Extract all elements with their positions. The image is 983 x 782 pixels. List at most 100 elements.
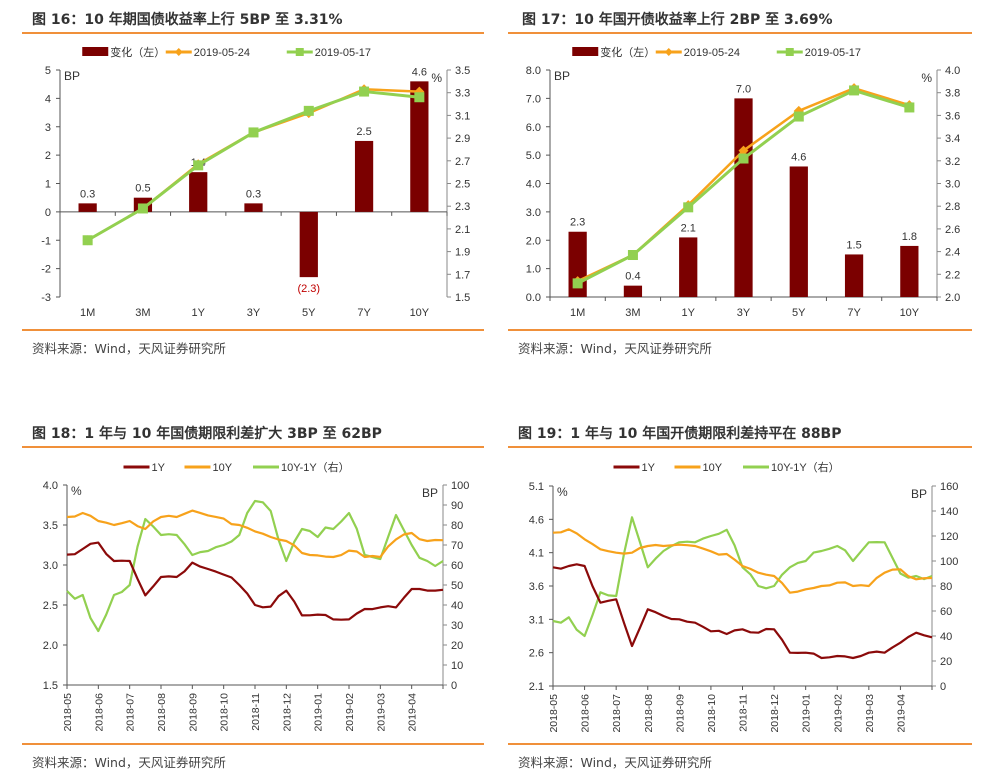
date-tick-label: 2018-09 bbox=[674, 694, 686, 733]
right-tick-label: 20 bbox=[940, 656, 952, 668]
right-tick-label: 4.0 bbox=[945, 65, 960, 77]
figure-18-panel: 图 18：1 年与 10 年国债期限利差扩大 3BP 至 62BP 1.5 2.0… bbox=[0, 420, 490, 780]
right-tick-label: 2.6 bbox=[945, 224, 960, 236]
title-divider bbox=[22, 446, 484, 448]
date-tick-label: 2018-12 bbox=[281, 693, 293, 732]
series-point bbox=[738, 145, 749, 156]
series-line-1Y bbox=[552, 563, 933, 660]
category-label: 10Y bbox=[410, 307, 430, 319]
left-tick-label: 3.1 bbox=[529, 614, 544, 626]
legend-label: 2019-05-17 bbox=[315, 47, 371, 59]
date-tick-label: 2018-07 bbox=[125, 693, 137, 732]
left-tick-label: 4.6 bbox=[529, 514, 544, 526]
left-tick-label: 8.0 bbox=[526, 65, 541, 77]
figure-19-chart: 2.1 2.6 3.1 3.6 4.1 4.6 5.1 0 20 40 60 80 100 120 140 1… bbox=[529, 460, 959, 733]
bar bbox=[844, 254, 864, 297]
legend-diamond-marker bbox=[664, 48, 673, 56]
category-label: 1M bbox=[80, 307, 95, 319]
date-tick-label: 2019-04 bbox=[895, 694, 907, 733]
left-tick-label: 6.0 bbox=[526, 122, 541, 134]
series-point bbox=[904, 102, 915, 113]
right-tick-label: 100 bbox=[940, 556, 958, 568]
left-tick-label: 1.5 bbox=[43, 680, 58, 692]
legend-swatch-bar bbox=[572, 47, 599, 56]
bar bbox=[679, 237, 698, 297]
right-tick-label: 100 bbox=[451, 480, 469, 492]
right-tick-label: 80 bbox=[940, 581, 952, 593]
left-unit-label: BP bbox=[554, 69, 570, 83]
bar bbox=[189, 172, 208, 212]
right-unit-label: % bbox=[921, 71, 932, 85]
legend-swatch-bar bbox=[82, 47, 109, 56]
date-tick-label: 2018-11 bbox=[250, 693, 262, 731]
right-tick-label: 2.4 bbox=[945, 247, 960, 259]
left-unit-label: % bbox=[71, 484, 82, 498]
left-tick-label: 7.0 bbox=[526, 93, 541, 105]
category-label: 7Y bbox=[357, 307, 371, 319]
figure-17-title: 图 17：10 年国开债收益率上行 2BP 至 3.69% bbox=[522, 12, 833, 28]
category-label: 1Y bbox=[681, 307, 695, 319]
bar-data-label: 0.4 bbox=[625, 271, 640, 283]
date-tick-label: 2019-03 bbox=[375, 693, 387, 732]
figure-18-source: 资料来源：Wind，天风证券研究所 bbox=[32, 755, 226, 770]
right-tick-label: 90 bbox=[451, 500, 463, 512]
series-point bbox=[303, 105, 314, 116]
legend-square-marker bbox=[785, 48, 794, 56]
series-point bbox=[248, 127, 259, 138]
left-tick-label: 1 bbox=[45, 179, 51, 191]
title-divider bbox=[22, 32, 484, 34]
left-tick-label: 4.0 bbox=[526, 179, 541, 191]
right-tick-label: 20 bbox=[451, 640, 463, 652]
right-tick-label: 160 bbox=[940, 481, 958, 493]
right-tick-label: 0 bbox=[451, 680, 457, 692]
left-unit-label: % bbox=[557, 485, 568, 499]
right-tick-label: 3.5 bbox=[455, 65, 470, 77]
source-divider bbox=[508, 329, 972, 331]
category-label: 7Y bbox=[847, 307, 861, 319]
legend-label: 2019-05-24 bbox=[684, 47, 740, 59]
right-tick-label: 3.0 bbox=[945, 179, 960, 191]
bar-data-label: 0.3 bbox=[246, 188, 261, 200]
right-tick-label: 3.4 bbox=[945, 133, 960, 145]
right-tick-label: 2.3 bbox=[455, 201, 470, 213]
left-tick-label: 5.0 bbox=[526, 150, 541, 162]
series-line-10Y-1Y（右） bbox=[66, 499, 444, 633]
bar-data-label: 7.0 bbox=[736, 83, 751, 95]
bar-data-label: 2.1 bbox=[681, 222, 696, 234]
bar bbox=[354, 140, 374, 212]
date-tick-label: 2018-06 bbox=[93, 693, 105, 732]
right-tick-label: 1.5 bbox=[455, 292, 470, 304]
category-label: 3Y bbox=[737, 307, 751, 319]
category-label: 3M bbox=[625, 307, 640, 319]
right-unit-label: BP bbox=[422, 486, 438, 500]
date-tick-label: 2019-02 bbox=[832, 694, 844, 733]
date-tick-label: 2018-10 bbox=[706, 694, 718, 733]
bar-data-label: 0.5 bbox=[135, 183, 150, 195]
right-tick-label: 2.7 bbox=[455, 156, 470, 168]
right-tick-label: 1.9 bbox=[455, 247, 470, 259]
bar-data-label: 4.6 bbox=[791, 151, 806, 163]
series-point bbox=[359, 86, 370, 97]
legend-label: 1Y bbox=[642, 462, 656, 474]
right-tick-label: 2.8 bbox=[945, 201, 960, 213]
left-tick-label: -2 bbox=[41, 264, 51, 276]
series-line-10Y bbox=[552, 528, 933, 594]
left-tick-label: 2 bbox=[45, 150, 51, 162]
bar bbox=[244, 203, 263, 212]
left-tick-label: 4.0 bbox=[43, 480, 58, 492]
left-tick-label: 2.6 bbox=[529, 648, 544, 660]
left-tick-label: 3.0 bbox=[526, 207, 541, 219]
series-point bbox=[572, 278, 583, 289]
left-tick-label: 3.0 bbox=[43, 560, 58, 572]
right-tick-label: 3.2 bbox=[945, 156, 960, 168]
category-label: 5Y bbox=[792, 307, 806, 319]
bar-data-label: 2.3 bbox=[570, 217, 585, 229]
right-tick-label: 3.6 bbox=[945, 110, 960, 122]
bar bbox=[78, 203, 97, 212]
bar-data-label: 1.5 bbox=[846, 239, 861, 251]
left-tick-label: -1 bbox=[41, 235, 51, 247]
category-label: 1Y bbox=[191, 307, 205, 319]
date-tick-label: 2018-08 bbox=[156, 693, 168, 732]
figure-19-panel: 图 19：1 年与 10 年国开债期限利差持平在 88BP 2.1 2.6 3.1 3… bbox=[490, 420, 980, 780]
bar-data-label: 2.5 bbox=[356, 126, 371, 138]
